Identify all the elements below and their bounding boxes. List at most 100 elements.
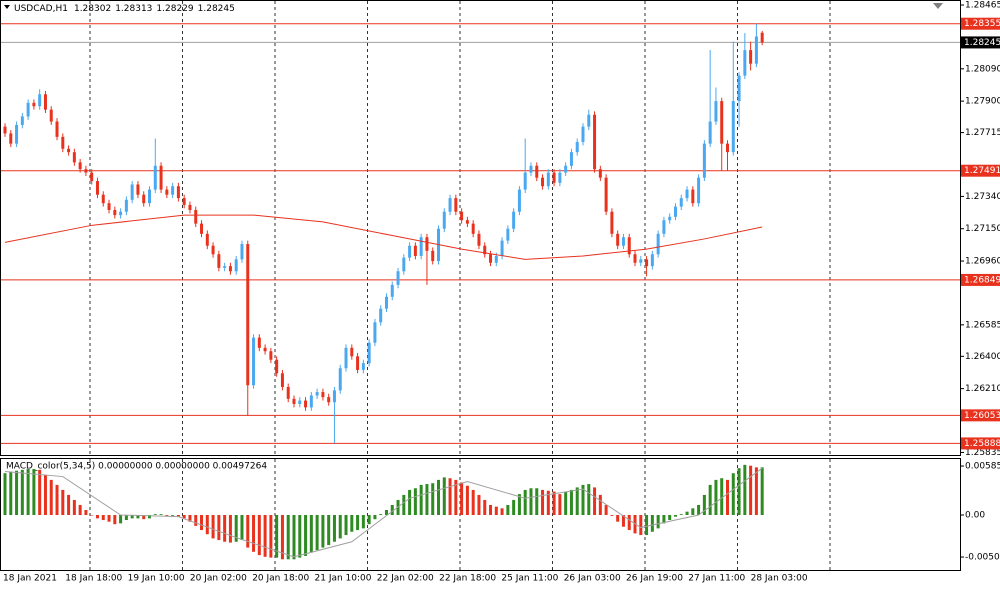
macd-bar <box>205 515 209 535</box>
candle-body <box>3 126 7 134</box>
macd-bar <box>541 489 545 515</box>
macd-bar <box>743 464 747 515</box>
x-tick-label: 27 Jan 11:00 <box>688 574 745 584</box>
macd-bar <box>402 494 406 515</box>
macd-bar <box>338 515 342 539</box>
macd-bar <box>465 485 469 515</box>
y-tick-label: 1.26960 <box>965 257 1000 267</box>
macd-bar <box>477 494 481 515</box>
macd-bar <box>67 494 71 515</box>
candle-body <box>373 322 377 343</box>
macd-bar <box>298 515 302 558</box>
candle-body <box>668 216 672 221</box>
candle-body <box>512 211 516 229</box>
candle-body <box>500 240 504 256</box>
macd-bar <box>72 499 76 515</box>
y-tick-label: 1.25835 <box>965 448 1000 458</box>
macd-bar <box>384 509 388 515</box>
macd-bar <box>679 514 683 515</box>
candle-body <box>720 101 724 144</box>
candle-body <box>188 204 192 211</box>
macd-bar <box>327 515 331 546</box>
candle-body <box>656 233 660 255</box>
macd-bar <box>263 515 267 557</box>
candle-body <box>535 165 539 178</box>
candle-body <box>523 172 527 190</box>
macd-bar <box>685 511 689 515</box>
candle-body <box>240 244 244 260</box>
candle-body <box>425 237 429 251</box>
candle-body <box>286 386 290 399</box>
candle-body <box>344 347 348 369</box>
macd-bar <box>240 515 244 541</box>
candle-body <box>541 177 545 187</box>
macd-bar <box>32 469 36 515</box>
candle-body <box>384 296 388 309</box>
candle-body <box>506 228 510 241</box>
macd-bar <box>535 488 539 515</box>
candle-body <box>627 237 631 255</box>
macd-bar <box>546 490 550 515</box>
macd-bar <box>489 504 493 515</box>
candle-body <box>448 198 452 212</box>
candle-body <box>211 245 215 255</box>
y-tick-label: 1.26400 <box>965 352 1000 362</box>
y-tick-label: 1.26210 <box>965 384 1000 394</box>
macd-bar <box>153 514 157 515</box>
candle-body <box>419 237 423 256</box>
candle-body <box>726 143 729 153</box>
macd-bar <box>119 515 123 524</box>
macd-bar <box>43 474 47 515</box>
candle-body <box>26 102 30 117</box>
macd-bar <box>454 479 458 515</box>
macd-bar <box>61 489 65 515</box>
macd-bar <box>627 515 631 531</box>
macd-title: MACD_color(5,34,5) 0.00000000 0.00000000… <box>6 462 267 472</box>
macd-bar <box>621 515 625 527</box>
candle-body <box>754 36 758 64</box>
macd-bar <box>113 515 117 525</box>
current-price-label: 1.28245 <box>964 38 1000 48</box>
candle-body <box>471 223 475 234</box>
candle-body <box>292 398 296 404</box>
candle-body <box>379 308 383 323</box>
candle-body <box>321 392 325 398</box>
macd-bar <box>494 506 498 515</box>
level-label: 1.28355 <box>964 19 1000 29</box>
macd-bar <box>159 514 163 515</box>
macd-bar <box>3 473 7 515</box>
candle-body <box>176 186 180 199</box>
candle-body <box>90 172 94 182</box>
candle-body <box>205 233 209 246</box>
y-tick-label: 1.27340 <box>965 192 1000 202</box>
candle-body <box>228 266 232 272</box>
macd-bar <box>558 494 562 515</box>
candle-body <box>142 194 146 204</box>
macd-bar <box>552 491 556 515</box>
candle-body <box>408 245 412 258</box>
macd-bar <box>84 509 88 515</box>
candle-body <box>529 165 533 173</box>
macd-bar <box>564 491 568 515</box>
macd-bar <box>367 515 371 525</box>
macd-bar <box>234 515 238 542</box>
candle-body <box>575 141 579 153</box>
candle-body <box>610 211 614 234</box>
candle-body <box>148 189 151 204</box>
low: 1.28229 <box>156 4 193 14</box>
macd-bar <box>691 508 695 515</box>
macd-bar <box>656 515 660 529</box>
candle-body <box>361 363 365 370</box>
candle-body <box>124 199 128 212</box>
y-tick-label: 1.27715 <box>965 128 1000 138</box>
candle-body <box>494 255 498 263</box>
header-arrow <box>4 5 10 9</box>
open: 1.28302 <box>74 4 111 14</box>
candle-body <box>593 114 597 170</box>
y-tick-label: 0.00 <box>965 511 985 521</box>
symbol-header: USDCAD,H1 1.28302 1.28313 1.28229 1.28245 <box>14 4 235 14</box>
candle-body <box>564 165 568 173</box>
current-price-box <box>961 36 1000 49</box>
candle-body <box>708 121 712 144</box>
level-label-box <box>961 164 1000 177</box>
